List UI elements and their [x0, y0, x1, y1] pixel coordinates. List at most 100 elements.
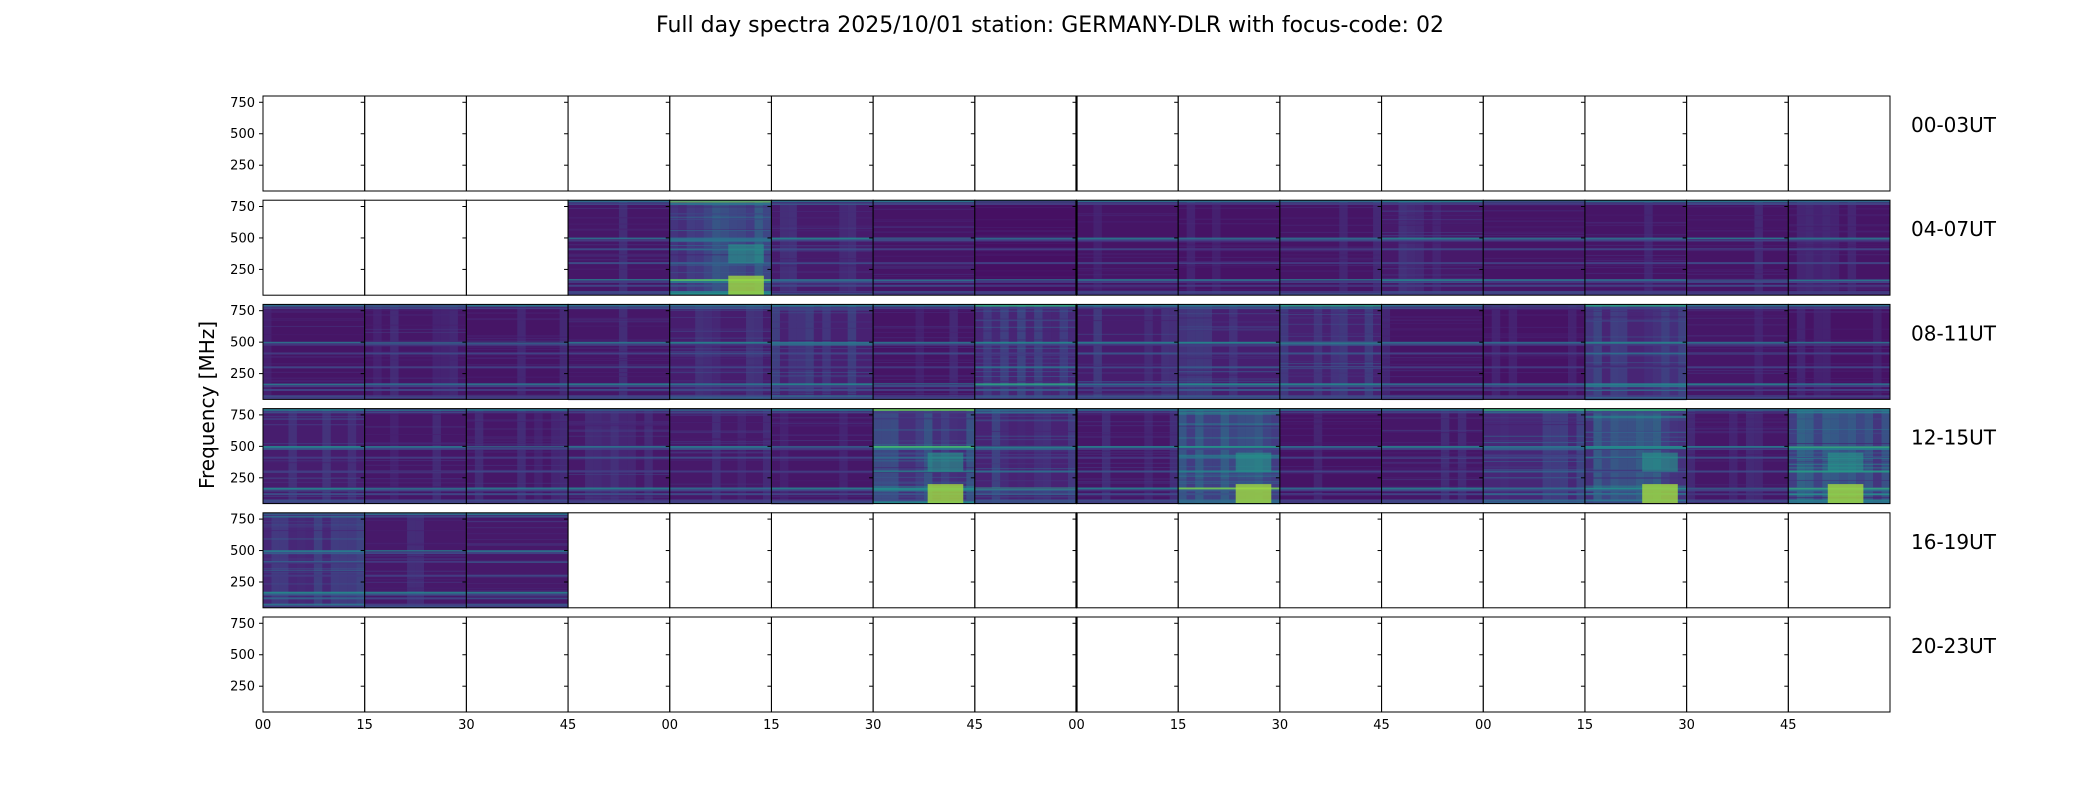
frequency-band	[1381, 341, 1484, 344]
noise-line	[364, 397, 467, 399]
spectrogram-panel	[1784, 512, 1891, 609]
noise-line	[1381, 479, 1484, 481]
noise-line	[1686, 219, 1789, 221]
frequency-band	[364, 489, 467, 492]
y-tick-label: 750	[230, 96, 255, 111]
noise-line	[263, 477, 365, 479]
noise-line	[1584, 244, 1687, 246]
frequency-band	[771, 280, 874, 283]
noise-line	[1584, 416, 1687, 418]
time-band	[1618, 408, 1628, 504]
noise-line	[1788, 311, 1890, 313]
noise-line	[974, 419, 1077, 421]
noise-line	[1076, 365, 1179, 367]
frequency-band	[568, 202, 670, 205]
frequency-band	[669, 470, 772, 473]
noise-line	[364, 482, 467, 484]
frequency-band	[1584, 408, 1687, 411]
time-band	[822, 304, 831, 400]
frequency-band	[669, 237, 772, 240]
y-tick-label: 250	[230, 263, 255, 278]
noise-line	[1076, 481, 1179, 483]
noise-line	[466, 394, 569, 396]
noise-line	[1483, 234, 1585, 236]
panel-frame	[1787, 616, 1891, 713]
time-band	[474, 408, 484, 504]
noise-line	[873, 327, 975, 329]
noise-line	[1279, 466, 1382, 468]
time-band	[1567, 304, 1577, 400]
noise-line	[466, 438, 569, 440]
noise-line	[1584, 366, 1687, 368]
noise-line	[1483, 357, 1585, 359]
panel-frame	[1686, 616, 1789, 713]
time-band	[1432, 200, 1441, 296]
frequency-band	[1584, 279, 1687, 282]
frequency-band	[1178, 237, 1280, 240]
frequency-band	[771, 408, 874, 411]
noise-line	[1178, 241, 1280, 243]
frequency-band	[1686, 200, 1789, 203]
noise-line	[1381, 442, 1484, 444]
frequency-band	[568, 411, 670, 414]
noise-line	[1584, 320, 1687, 322]
noise-line	[1584, 258, 1687, 260]
spectrogram-panel	[1275, 512, 1383, 609]
spectrogram-panel	[970, 95, 1077, 192]
frequency-band	[1076, 447, 1179, 450]
row-label-00-03UT: 00-03UT	[1911, 113, 1997, 137]
frequency-band	[974, 501, 1077, 504]
y-tick-label: 250	[230, 159, 255, 174]
noise-line	[669, 414, 772, 416]
noise-line	[771, 225, 874, 227]
frequency-band	[669, 447, 772, 450]
time-band	[762, 408, 772, 504]
noise-line	[263, 481, 365, 483]
noise-line	[1584, 221, 1687, 223]
noise-line	[669, 387, 772, 389]
noise-line	[1788, 288, 1890, 290]
noise-line	[771, 227, 874, 229]
noise-line	[669, 309, 772, 311]
noise-line	[1279, 397, 1382, 399]
frequency-band	[771, 262, 874, 265]
frequency-band	[771, 352, 874, 355]
frequency-band	[263, 411, 365, 414]
time-band	[1068, 408, 1077, 504]
noise-line	[974, 253, 1077, 255]
noise-line	[1178, 371, 1280, 373]
noise-line	[974, 276, 1077, 278]
frequency-band	[1381, 292, 1484, 295]
frequency-band	[1076, 501, 1179, 504]
spectrogram-panel	[564, 199, 671, 296]
noise-line	[466, 576, 569, 578]
frequency-band	[1584, 385, 1687, 388]
noise-line	[1686, 385, 1789, 387]
spectrogram-panel	[970, 303, 1077, 400]
noise-line	[1686, 426, 1789, 428]
frequency-band	[263, 515, 365, 518]
spectrogram-panel	[1174, 199, 1281, 296]
frequency-band	[466, 603, 569, 606]
noise-line	[466, 353, 569, 355]
frequency-band	[1178, 291, 1280, 294]
noise-line	[1076, 341, 1179, 343]
time-band	[1822, 200, 1831, 296]
bright-burst	[1827, 484, 1864, 504]
frequency-band	[466, 550, 569, 553]
frequency-band	[1279, 456, 1382, 459]
noise-line	[873, 312, 975, 314]
time-band	[1195, 304, 1204, 400]
spectrogram-panel	[360, 408, 467, 505]
noise-line	[1178, 330, 1280, 332]
panel-frame	[262, 199, 366, 296]
noise-line	[1178, 265, 1280, 267]
noise-line	[364, 377, 467, 379]
noise-line	[263, 443, 365, 445]
panel-frame	[1787, 303, 1891, 400]
noise-line	[1279, 372, 1382, 374]
panel-frame	[974, 616, 1077, 713]
noise-line	[974, 310, 1077, 312]
frequency-band	[1788, 352, 1890, 355]
